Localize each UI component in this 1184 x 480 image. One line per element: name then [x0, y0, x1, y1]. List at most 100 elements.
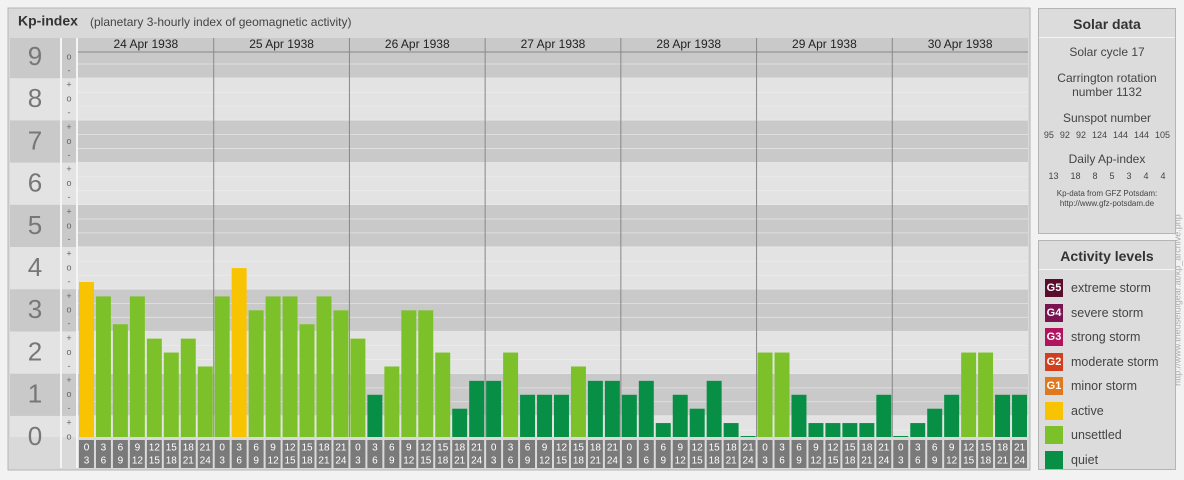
hour-label: 12	[284, 443, 296, 454]
minor-tick-label: o	[66, 178, 71, 188]
level-list: G5 extreme storm G4 severe storm G3 strong st…	[1039, 276, 1175, 472]
bar	[112, 324, 128, 437]
ap-value: 4	[1160, 171, 1166, 181]
minor-tick-label: +	[66, 417, 71, 427]
hour-label: 6	[915, 456, 921, 467]
bar	[995, 394, 1011, 437]
hour-cell	[689, 440, 705, 468]
hour-cell	[791, 440, 807, 468]
hour-cell	[180, 440, 196, 468]
minor-tick-label: o	[66, 347, 71, 357]
hour-label: 18	[980, 456, 992, 467]
hour-label: 24	[1014, 456, 1026, 467]
hour-label: 3	[219, 456, 225, 467]
bar	[672, 394, 688, 437]
hour-label: 21	[318, 456, 330, 467]
level-item: G2 moderate storm	[1039, 350, 1175, 375]
minor-tick-label: o	[66, 220, 71, 230]
sunspot-value: 105	[1155, 130, 1171, 140]
source-url: http://www.gfz-potsdam.de	[1059, 199, 1155, 208]
y-tick-label: 0	[28, 421, 42, 451]
hour-cell	[842, 440, 858, 468]
level-item: unsettled	[1039, 423, 1175, 448]
hour-label: 15	[709, 443, 721, 454]
level-item: G5 extreme storm	[1039, 276, 1175, 301]
hour-label: 21	[335, 443, 347, 454]
level-item: active	[1039, 399, 1175, 424]
hour-label: 3	[915, 443, 921, 454]
minor-tick-label: o	[66, 136, 71, 146]
hour-label: 9	[270, 443, 276, 454]
hour-label: 18	[726, 443, 738, 454]
ap-value: 4	[1143, 171, 1149, 181]
hour-label: 3	[101, 443, 107, 454]
bar	[146, 338, 162, 437]
hour-label: 0	[355, 443, 361, 454]
day-label: 26 Apr 1938	[385, 37, 450, 51]
hour-label: 21	[878, 443, 890, 454]
day-label: 25 Apr 1938	[249, 37, 314, 51]
hour-cell	[638, 440, 654, 468]
bar	[384, 366, 400, 437]
hour-cell	[333, 440, 349, 468]
hour-label: 0	[627, 443, 633, 454]
hour-cell	[265, 440, 281, 468]
sunspot-value: 92	[1075, 130, 1086, 140]
solar-cycle: Solar cycle 17	[1069, 45, 1145, 59]
bar	[944, 394, 960, 437]
level-swatch: G4	[1045, 303, 1063, 322]
hour-cell	[503, 440, 519, 468]
level-label: strong storm	[1071, 330, 1141, 345]
bar	[95, 296, 111, 437]
band	[10, 331, 1028, 374]
bar	[333, 310, 349, 437]
hour-cell	[520, 440, 536, 468]
hour-label: 12	[403, 456, 415, 467]
minor-tick-label: +	[66, 291, 71, 301]
hour-cell	[554, 440, 569, 468]
hour-label: 21	[743, 443, 755, 454]
hour-label: 21	[726, 456, 738, 467]
bar	[435, 352, 451, 437]
ap-value: 18	[1070, 171, 1081, 181]
hour-label: 21	[997, 456, 1009, 467]
level-swatch	[1045, 450, 1063, 469]
minor-tick-label: o	[66, 262, 71, 272]
hour-cell	[401, 440, 417, 468]
hour-label: 3	[898, 456, 904, 467]
level-item: G1 minor storm	[1039, 374, 1175, 399]
bar	[723, 423, 739, 437]
bar	[129, 296, 145, 437]
bar	[978, 352, 994, 437]
bar	[893, 436, 909, 437]
hour-label: 3	[236, 443, 242, 454]
bar	[248, 310, 264, 437]
solar-data-panel: Solar data Solar cycle 17 Carrington rot…	[1038, 8, 1176, 234]
hour-label: 18	[844, 456, 856, 467]
hour-label: 18	[166, 456, 178, 467]
activity-panel: Activity levels G5 extreme storm G4 severe …	[1038, 240, 1176, 470]
bar	[554, 394, 569, 437]
hour-label: 0	[898, 443, 904, 454]
ap-value: 3	[1126, 171, 1132, 181]
minor-tick-label: +	[66, 206, 71, 216]
credit: http://www.theusefulgear.at/kp_archive.p…	[1172, 214, 1182, 386]
bar	[265, 296, 281, 437]
bar	[570, 366, 586, 437]
level-item: quiet	[1039, 448, 1175, 473]
hour-label: 12	[692, 443, 704, 454]
minor-tick-label: -	[68, 234, 71, 244]
ap-list: 13 18 8 5 3 4 4	[1039, 171, 1175, 181]
hour-label: 12	[556, 443, 568, 454]
minor-tick-label: o	[66, 305, 71, 315]
y-tick-label: 5	[28, 210, 42, 240]
band	[10, 162, 1028, 205]
hour-label: 6	[508, 456, 514, 467]
hour-label: 12	[268, 456, 280, 467]
bar	[825, 423, 841, 437]
hour-label: 6	[389, 443, 395, 454]
y-tick-label: 7	[28, 125, 42, 155]
hour-cell	[350, 440, 366, 468]
hour-label: 18	[301, 456, 313, 467]
